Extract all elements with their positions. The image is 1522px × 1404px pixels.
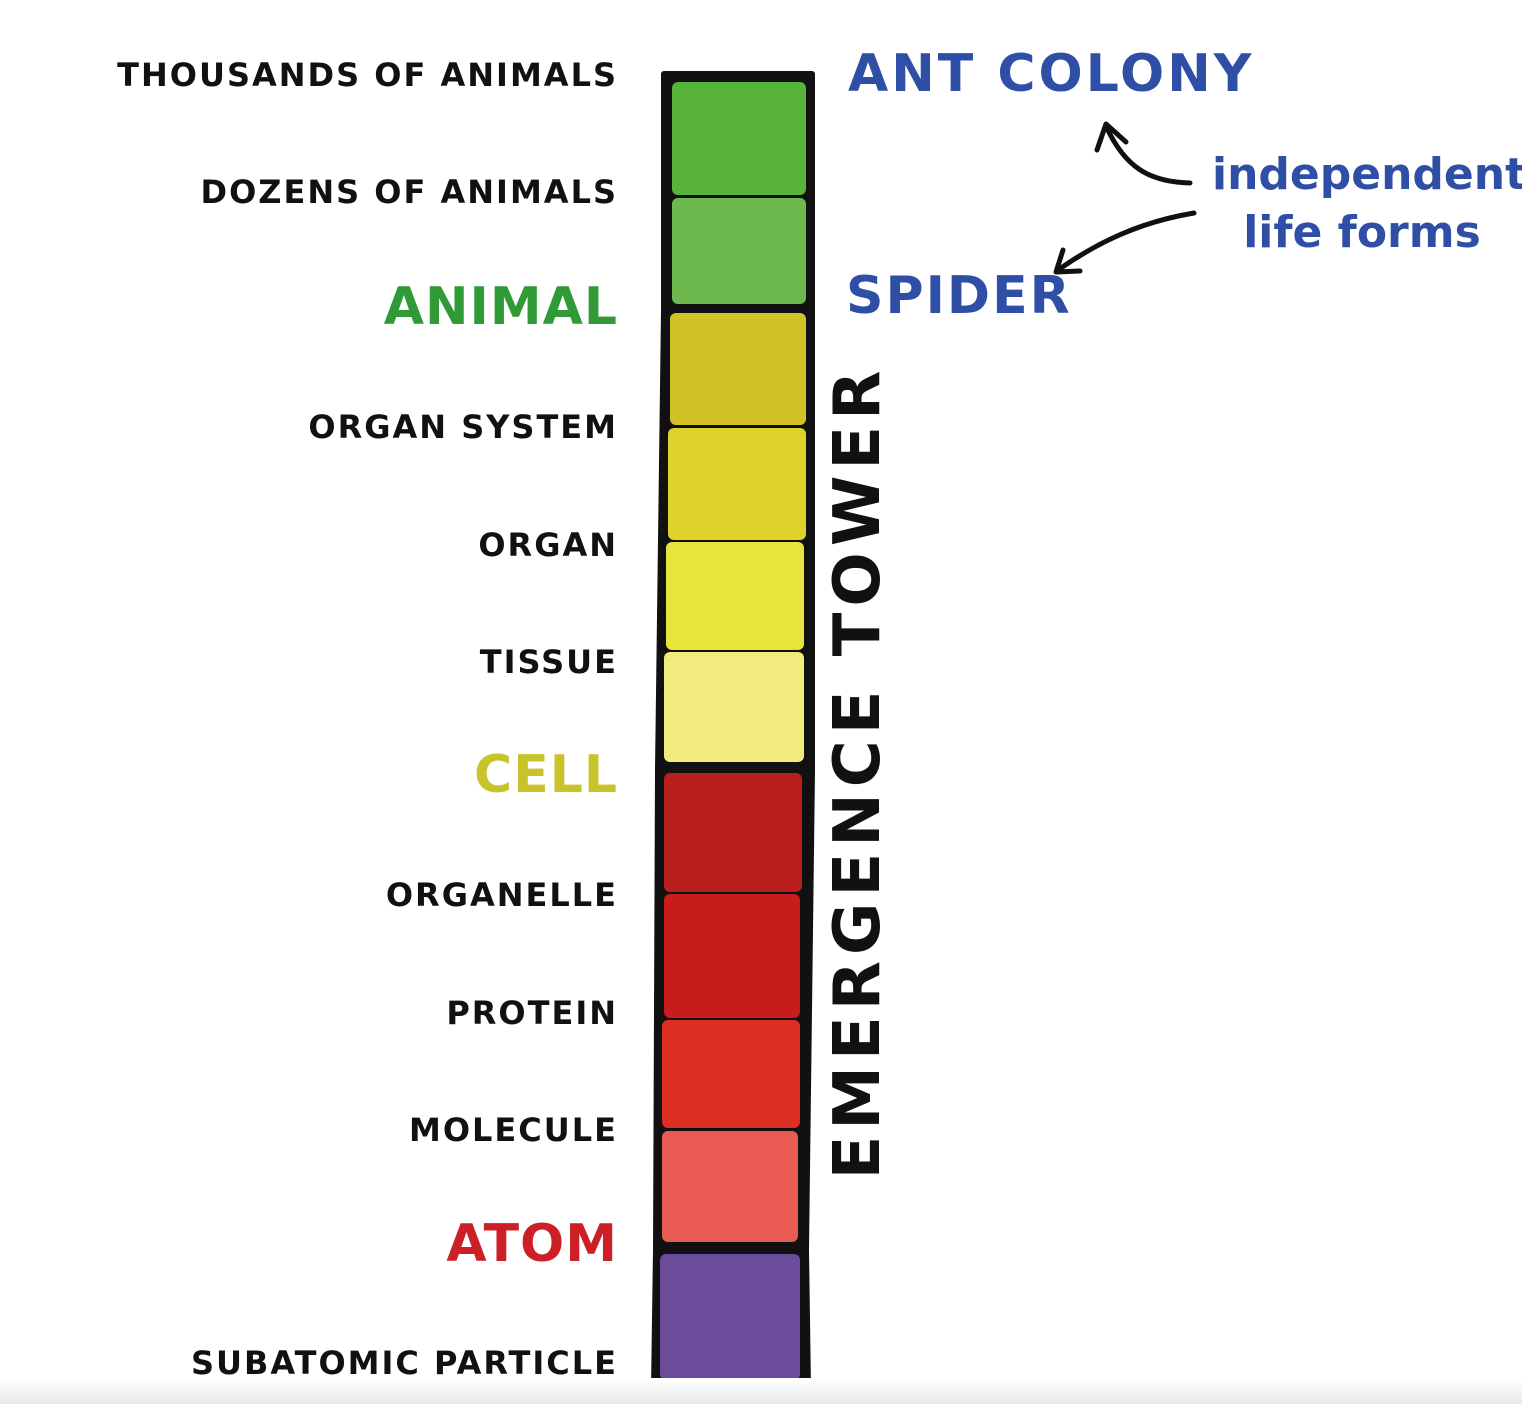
bottom-edge-shadow (0, 1378, 1522, 1404)
block-dozens-of-animals (672, 198, 806, 304)
label-thousands-of-animals: THOUSANDS OF ANIMALS (117, 56, 618, 94)
label-organelle: ORGANELLE (385, 876, 618, 914)
arrowhead-spider (1053, 247, 1083, 275)
block-tissue (664, 652, 804, 762)
label-protein: PROTEIN (446, 994, 618, 1032)
arrows (1053, 121, 1197, 275)
arrow-to-ant-colony (1103, 123, 1193, 186)
label-subatomic-particle: SUBATOMIC PARTICLE (190, 1344, 618, 1382)
block-molecule (662, 1131, 798, 1242)
label-tissue: TISSUE (479, 643, 618, 681)
block-subatomic-particle (660, 1254, 800, 1380)
arrowhead-ant-colony (1094, 121, 1129, 153)
block-animal (670, 313, 806, 425)
block-organ (666, 542, 804, 650)
spider-label: SPIDER (846, 266, 1072, 326)
block-thousands-of-animals (672, 82, 806, 195)
block-organelle (664, 894, 800, 1018)
independent-life-forms-note: independent life forms (1212, 146, 1522, 262)
block-organ-system (668, 428, 806, 540)
label-animal: ANIMAL (383, 277, 618, 337)
label-atom: ATOM (446, 1214, 618, 1274)
tower-title: EMERGENCE TOWER (821, 364, 895, 1180)
arrow-to-spider (1055, 210, 1197, 273)
block-protein (662, 1020, 800, 1128)
label-organ: ORGAN (478, 526, 618, 564)
block-cell (664, 773, 802, 892)
label-cell: CELL (474, 745, 618, 805)
note-line-2: life forms (1243, 207, 1481, 258)
note-line-1: independent (1212, 149, 1522, 200)
label-dozens-of-animals: DOZENS OF ANIMALS (200, 173, 618, 211)
ant-colony-label: ANT COLONY (848, 44, 1255, 104)
label-molecule: MOLECULE (408, 1111, 618, 1149)
label-organ-system: ORGAN SYSTEM (308, 408, 618, 446)
